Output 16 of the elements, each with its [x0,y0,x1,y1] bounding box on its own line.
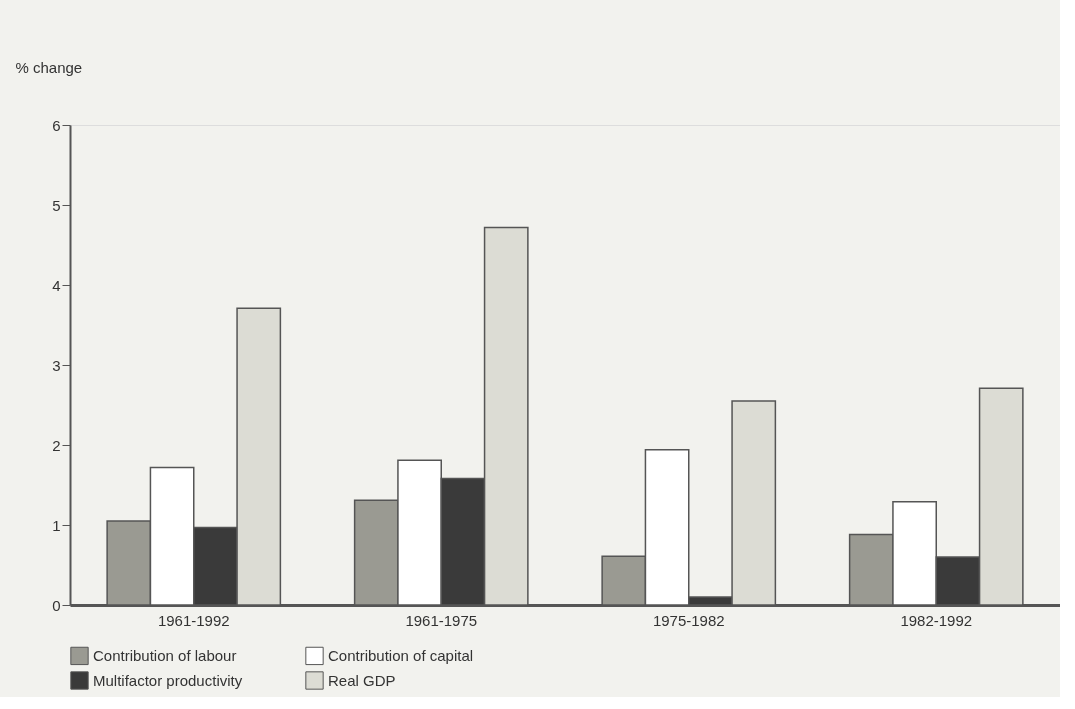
x-tick-label: 1975-1982 [652,611,725,629]
y-tick-label: 2 [52,436,61,454]
y-tick-label: 0 [52,596,61,614]
x-tick-label: 1961-1992 [157,611,230,629]
legend-label: Contribution of labour [93,646,237,664]
y-axis-title: % change [15,58,83,76]
legend-label: Real GDP [328,671,396,689]
x-tick-label: 1982-1992 [900,611,973,629]
y-tick-label: 5 [52,196,61,214]
x-tick-label: 1961-1975 [405,611,478,629]
y-tick-label: 3 [52,356,61,374]
legend-label: Multifactor productivity [93,671,243,689]
y-tick-label: 6 [52,116,61,134]
y-tick-label: 4 [52,276,61,294]
y-tick-label: 1 [52,516,61,534]
legend-label: Contribution of capital [328,646,474,664]
